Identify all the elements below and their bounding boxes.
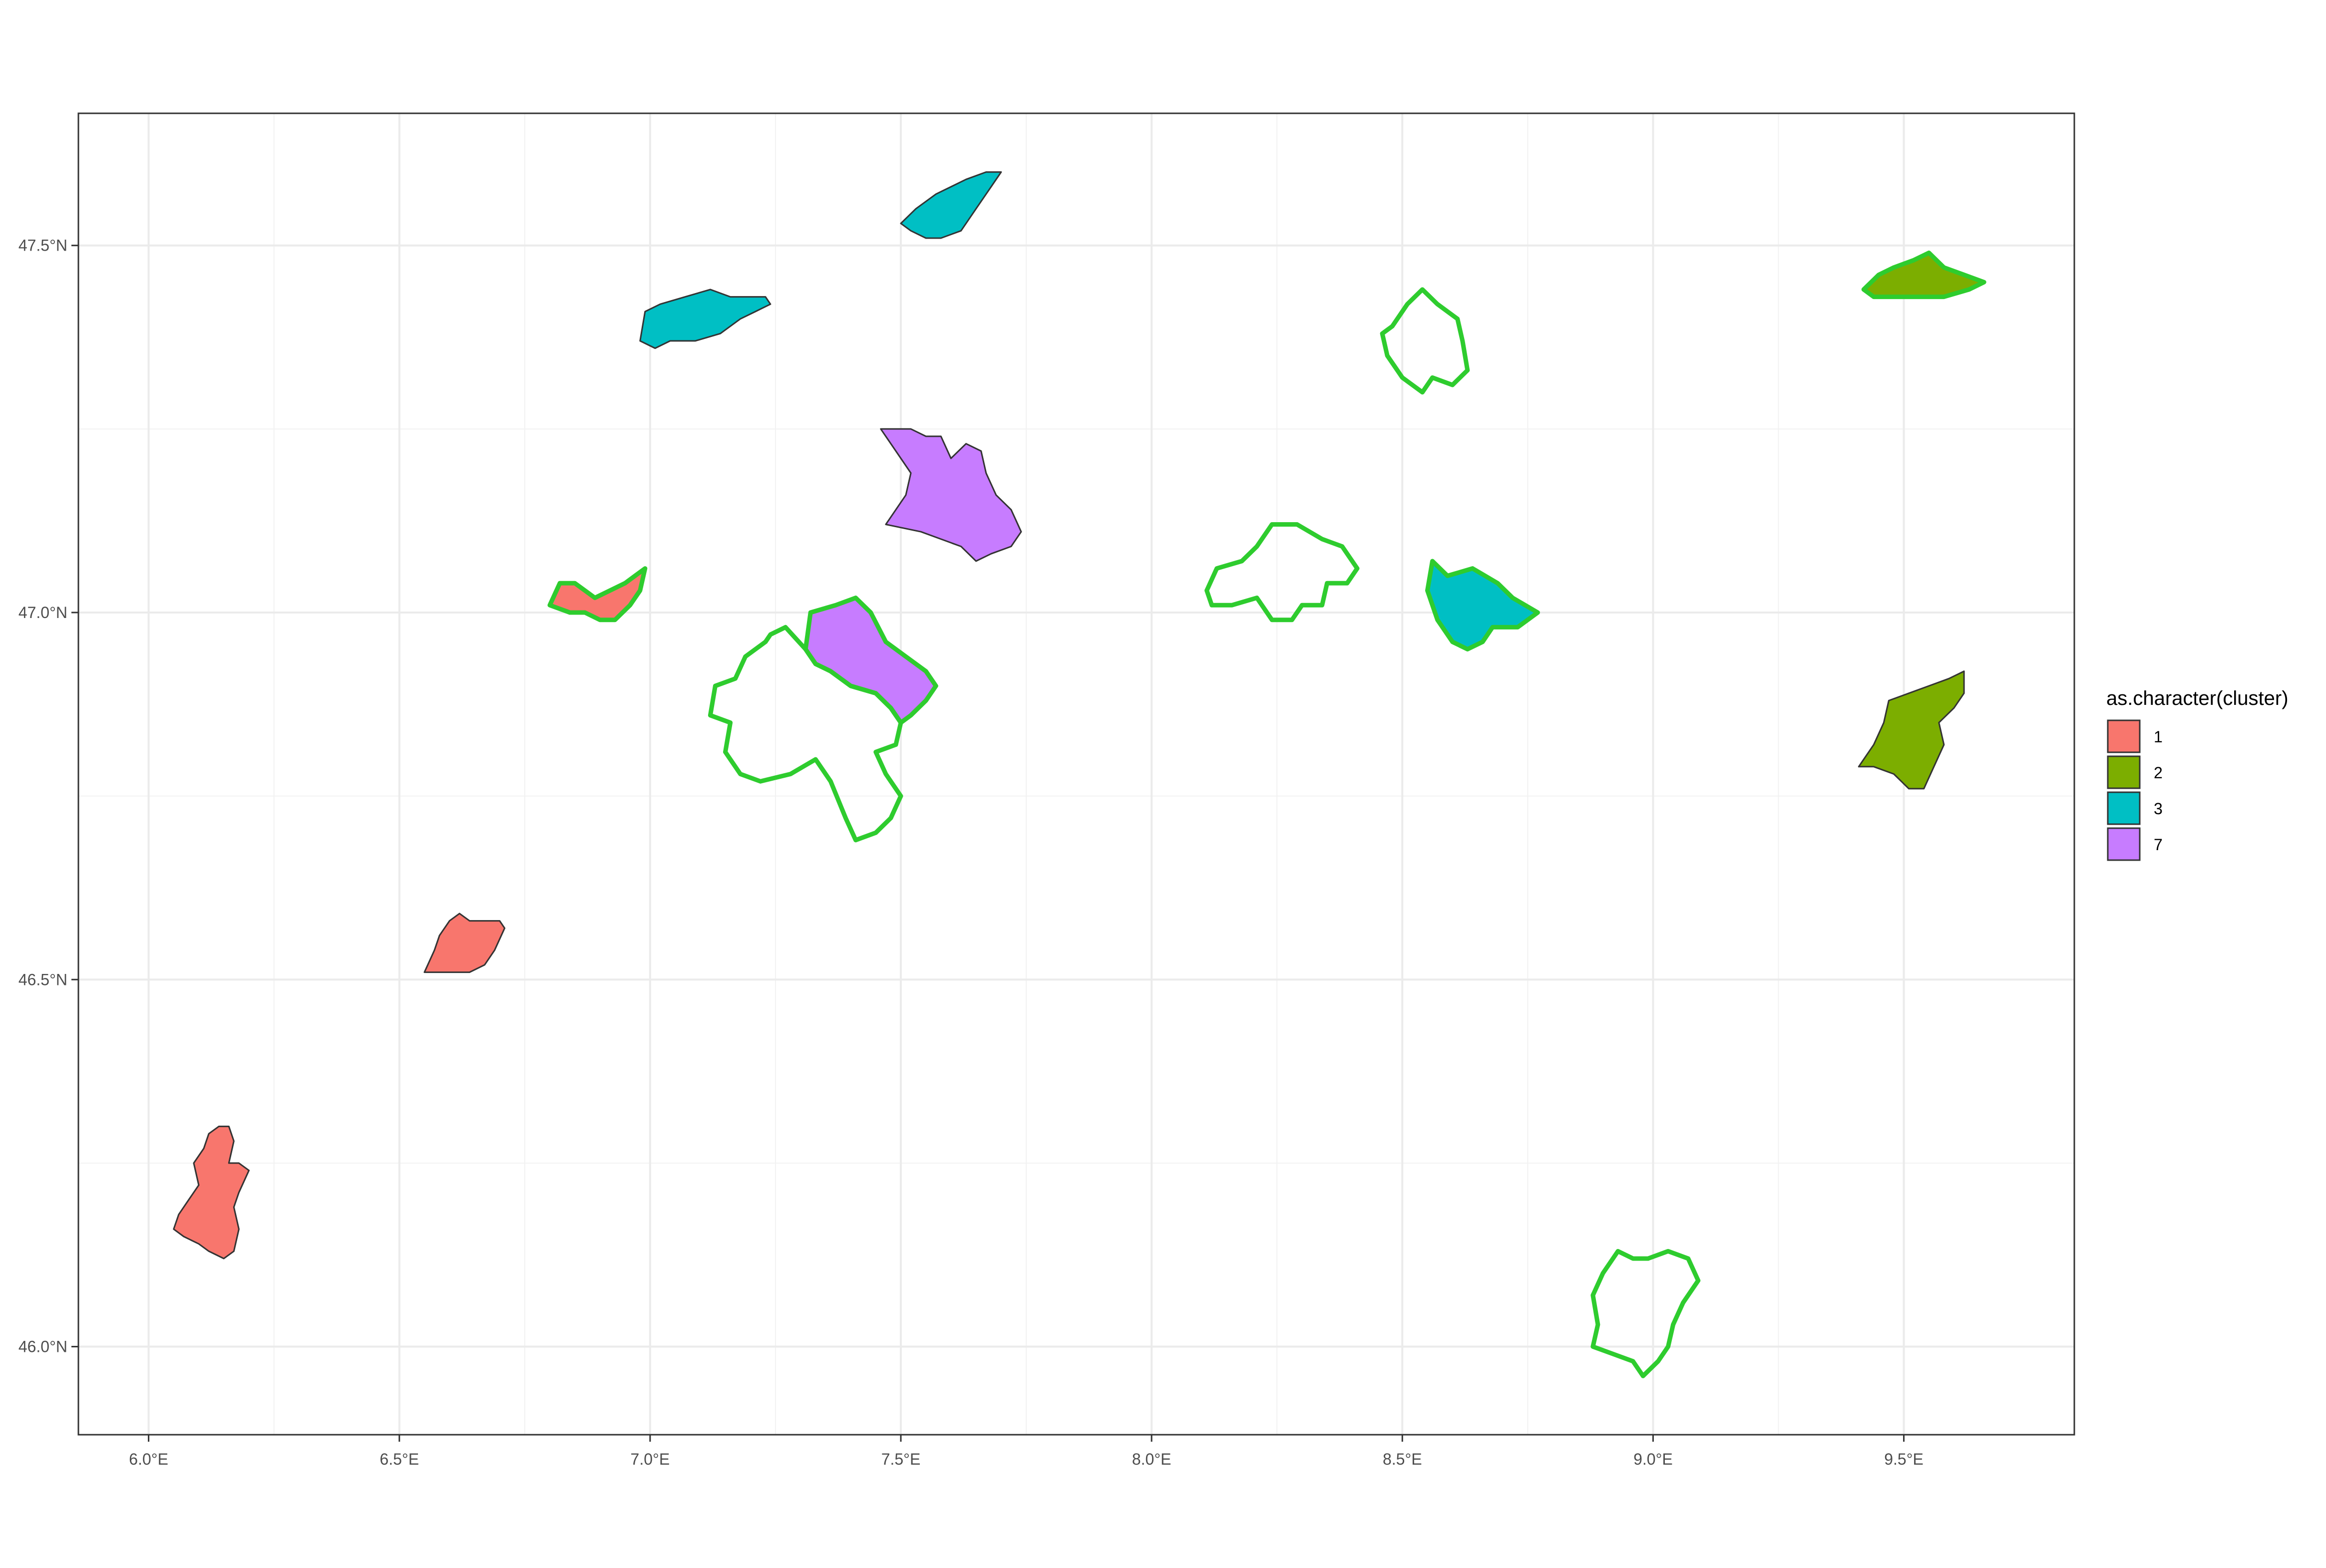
region-cluster-1: [173, 1125, 250, 1259]
legend-title: as.character(cluster): [2106, 687, 2289, 709]
legend: as.character(cluster) 1 2 3 7: [2106, 687, 2289, 861]
region-cluster-1: [423, 913, 506, 973]
region-highlight-outline: [1204, 522, 1360, 623]
legend-label-3: 3: [2154, 800, 2163, 818]
plot-background: [78, 113, 2074, 1435]
y-tick-label: 47.5°N: [18, 237, 67, 255]
region-highlight-outline: [1861, 250, 1986, 300]
x-tick-label: 9.0°E: [1633, 1450, 1673, 1468]
panel-border: [77, 112, 2075, 1436]
region-highlight-outline: [1380, 287, 1470, 395]
x-tick-label: 6.0°E: [129, 1450, 168, 1468]
region-highlight-outline: [1425, 559, 1540, 651]
x-tick-label: 8.5°E: [1383, 1450, 1422, 1468]
legend-key-2: [2107, 755, 2141, 789]
legend-label-7: 7: [2154, 836, 2163, 854]
region-cluster-7: [880, 428, 1022, 562]
region-cluster-3: [639, 289, 772, 349]
x-tick-label: 8.0°E: [1132, 1450, 1171, 1468]
y-tick-label: 46.5°N: [18, 970, 67, 988]
x-tick-label: 7.0°E: [631, 1450, 670, 1468]
region-cluster-2: [1858, 670, 1965, 790]
region-cluster-3: [900, 171, 1002, 239]
legend-label-1: 1: [2154, 728, 2163, 746]
y-tick-label: 47.0°N: [18, 604, 67, 622]
region-highlight-outline: [1590, 1249, 1701, 1378]
x-tick-label: 6.5°E: [380, 1450, 419, 1468]
region-highlight-outline: [547, 566, 648, 623]
axis-ticks: 6.0°E 6.5°E 7.0°E 7.5°E 8.0°E 8.5°E 9.0°E 9.5°E…: [18, 237, 1924, 1468]
region-highlight-outline: [708, 625, 903, 843]
legend-key-1: [2107, 719, 2141, 753]
x-tick-label: 9.5°E: [1884, 1450, 1924, 1468]
map-regions: [173, 171, 1986, 1378]
y-tick-label: 46.0°N: [18, 1338, 67, 1356]
x-tick-label: 7.5°E: [881, 1450, 921, 1468]
legend-key-7: [2107, 827, 2141, 861]
legend-key-3: [2107, 791, 2141, 825]
legend-label-2: 2: [2154, 764, 2163, 782]
